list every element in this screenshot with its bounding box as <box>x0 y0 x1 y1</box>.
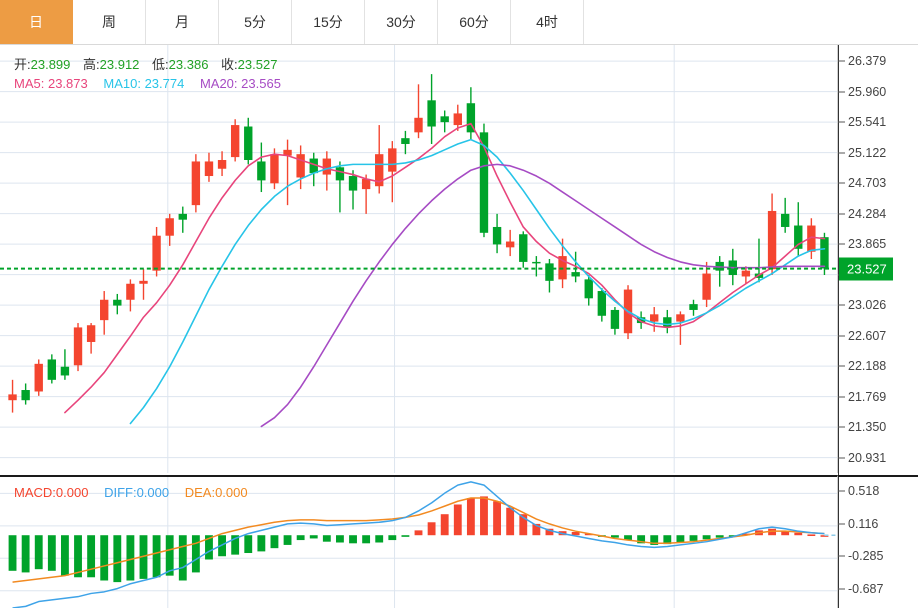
timeframe-tabbar: 日周月 5分 15分 30分 60分 4时 <box>0 0 918 45</box>
price-pane[interactable]: 开:23.899 高:23.912 低:23.386 收:23.527 MA5:… <box>0 45 838 473</box>
tab-month[interactable]: 月 <box>146 0 219 44</box>
ohlc-readout: 开:23.899 高:23.912 低:23.386 收:23.527 <box>14 55 277 74</box>
open-label: 开: <box>14 57 31 72</box>
price-axis-label: 25.960 <box>848 84 887 99</box>
current-price-value: 23.527 <box>847 261 887 277</box>
price-axis-label: 23.026 <box>848 298 887 313</box>
current-price-badge: 23.527 <box>839 257 893 281</box>
diff-label: DIFF: <box>104 485 137 500</box>
tabbar-filler <box>584 0 918 44</box>
axis-line <box>838 45 839 608</box>
high-label: 高: <box>83 57 100 72</box>
ma5-value: 23.873 <box>47 76 88 91</box>
price-axis-label: 21.350 <box>848 420 887 435</box>
axis-tick-mark <box>838 396 845 398</box>
macd-pane[interactable]: MACD:0.000 DIFF:0.000 DEA:0.000 <box>0 475 838 608</box>
tab-60min[interactable]: 60分 <box>438 0 511 44</box>
axis-tick-mark <box>838 304 845 306</box>
price-axis-label: 23.865 <box>848 237 887 252</box>
axis-tick-mark <box>838 243 845 245</box>
axis-tick-mark <box>838 182 845 184</box>
tab-5min[interactable]: 5分 <box>219 0 292 44</box>
price-axis-label: 26.379 <box>848 54 887 69</box>
axis-tick-mark <box>838 457 845 459</box>
macd-axis-label: -0.687 <box>848 581 884 596</box>
price-axis-label: 25.541 <box>848 115 887 130</box>
tab-day[interactable]: 日 <box>0 0 73 44</box>
ma10-label: MA10: <box>103 76 141 91</box>
ma5-label: MA5: <box>14 76 45 91</box>
tab-week[interactable]: 周 <box>73 0 146 44</box>
price-axis-label: 24.284 <box>848 206 887 221</box>
close-label: 收: <box>221 57 238 72</box>
axis-tick-mark <box>838 335 845 337</box>
axis-tick-mark <box>838 152 845 154</box>
axis-tick-mark <box>838 60 845 62</box>
candlestick-plot <box>0 45 837 473</box>
macd-value: 0.000 <box>55 485 89 500</box>
macd-axis-label: -0.285 <box>848 549 884 564</box>
tab-15min[interactable]: 15分 <box>292 0 365 44</box>
ma10-value: 23.774 <box>144 76 185 91</box>
price-axis-label: 22.188 <box>848 359 887 374</box>
price-axis-label: 20.931 <box>848 450 887 465</box>
macd-axis-label: 0.518 <box>848 484 880 499</box>
price-axis-label: 25.122 <box>848 145 887 160</box>
low-label: 低: <box>152 57 169 72</box>
macd-axis-label: 0.116 <box>848 516 879 531</box>
dea-value: 0.000 <box>215 485 248 500</box>
axis-tick-mark <box>838 490 845 492</box>
axis-tick-mark <box>838 91 845 93</box>
axis-tick-mark <box>838 365 845 367</box>
macd-plot <box>0 477 837 608</box>
low-value: 23.386 <box>168 57 209 72</box>
ma-readout: MA5: 23.873 MA10: 23.774 MA20: 23.565 <box>14 74 281 93</box>
price-axis-label: 24.703 <box>848 176 887 191</box>
axis-tick-mark <box>838 555 845 557</box>
open-value: 23.899 <box>30 57 71 72</box>
close-value: 23.527 <box>237 57 278 72</box>
chart-container: 开:23.899 高:23.912 低:23.386 收:23.527 MA5:… <box>0 45 918 608</box>
macd-label: MACD: <box>14 485 56 500</box>
price-axis-label: 22.607 <box>848 328 887 343</box>
axis-divider <box>838 475 918 477</box>
price-axis: 23.527 26.379 25.960 25.541 25.122 24.703 24.… <box>838 45 918 608</box>
high-value: 23.912 <box>99 57 140 72</box>
ma20-value: 23.565 <box>241 76 281 91</box>
tab-4hour[interactable]: 4时 <box>511 0 584 44</box>
tab-30min[interactable]: 30分 <box>365 0 438 44</box>
axis-tick-mark <box>838 588 845 590</box>
axis-tick-mark <box>838 523 845 525</box>
price-axis-label: 21.769 <box>848 389 887 404</box>
axis-tick-mark <box>838 121 845 123</box>
ma20-label: MA20: <box>199 76 238 91</box>
axis-tick-mark <box>838 426 845 428</box>
axis-tick-mark <box>838 213 845 215</box>
dea-label: DEA: <box>184 485 216 500</box>
macd-legend: MACD:0.000 DIFF:0.000 DEA:0.000 <box>14 485 248 500</box>
diff-value: 0.000 <box>136 485 170 500</box>
